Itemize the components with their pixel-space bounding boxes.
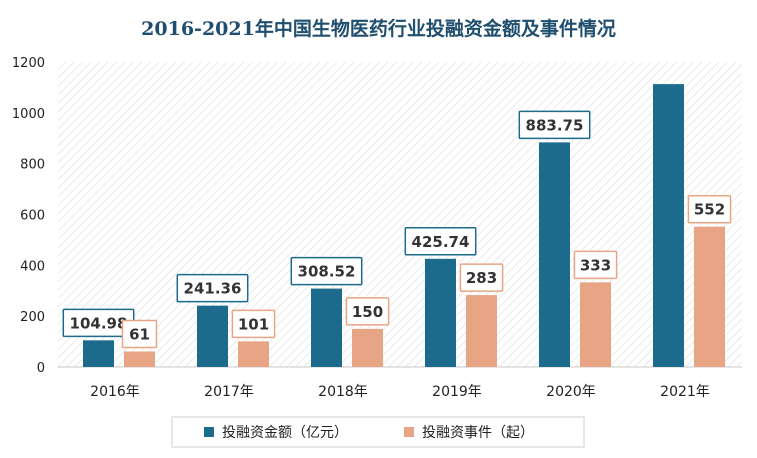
- data-label-box: [404, 227, 477, 256]
- y-tick-label: 800: [20, 158, 45, 173]
- bar-amount: [311, 288, 342, 367]
- data-label: 333: [580, 256, 611, 274]
- legend-box: [171, 416, 585, 448]
- legend-label: 投融资金额（亿元）: [222, 425, 348, 441]
- bar-events: [694, 226, 725, 367]
- data-label: 61: [129, 325, 150, 343]
- bar-events: [352, 328, 383, 367]
- y-tick-label: 200: [20, 310, 45, 325]
- y-tick-label: 600: [20, 209, 45, 224]
- y-tick-label: 1000: [12, 107, 45, 122]
- chart-title: 2016-2021年中国生物医药行业投融资金额及事件情况: [141, 18, 616, 40]
- x-tick-label: 2019年: [432, 384, 482, 400]
- bar-amount: [653, 84, 684, 368]
- y-tick-label: 400: [20, 259, 45, 274]
- legend-swatch: [204, 427, 214, 437]
- x-tick-label: 2017年: [204, 384, 254, 400]
- bar-amount: [539, 142, 570, 367]
- bar-events: [580, 282, 611, 367]
- legend-label: 投融资事件（起）: [422, 425, 534, 441]
- data-label: 150: [352, 303, 383, 321]
- data-label: 283: [466, 269, 497, 287]
- data-label-box: [573, 250, 618, 280]
- plot-background: [58, 62, 742, 367]
- legend-swatch: [404, 427, 414, 437]
- data-label-box: [459, 263, 504, 292]
- data-label: 552: [694, 201, 725, 219]
- data-label: 883.75: [526, 116, 584, 134]
- x-tick-label: 2018年: [318, 384, 368, 400]
- x-tick-label: 2016年: [90, 384, 140, 400]
- data-label-box: [687, 194, 732, 224]
- data-label: 241.36: [184, 280, 242, 298]
- y-tick-label: 0: [37, 361, 45, 376]
- bar-amount: [83, 340, 114, 367]
- bar-events: [238, 341, 269, 367]
- data-label: 308.52: [298, 263, 356, 281]
- bar-amount: [425, 258, 456, 367]
- data-label-box: [290, 256, 363, 286]
- data-label: 425.74: [412, 233, 470, 251]
- data-label-box: [518, 110, 591, 140]
- data-label-box: [121, 319, 158, 349]
- data-label-box: [231, 309, 276, 339]
- data-label-box: [176, 273, 249, 303]
- data-label: 101: [238, 315, 269, 333]
- bar-events: [124, 351, 155, 367]
- y-tick-label: 1200: [12, 56, 45, 71]
- bar-amount: [197, 305, 228, 367]
- x-tick-label: 2021年: [660, 384, 710, 400]
- data-label-box: [345, 297, 390, 326]
- bar-events: [466, 295, 497, 367]
- x-tick-label: 2020年: [546, 384, 596, 400]
- data-label: 104.98: [70, 314, 128, 332]
